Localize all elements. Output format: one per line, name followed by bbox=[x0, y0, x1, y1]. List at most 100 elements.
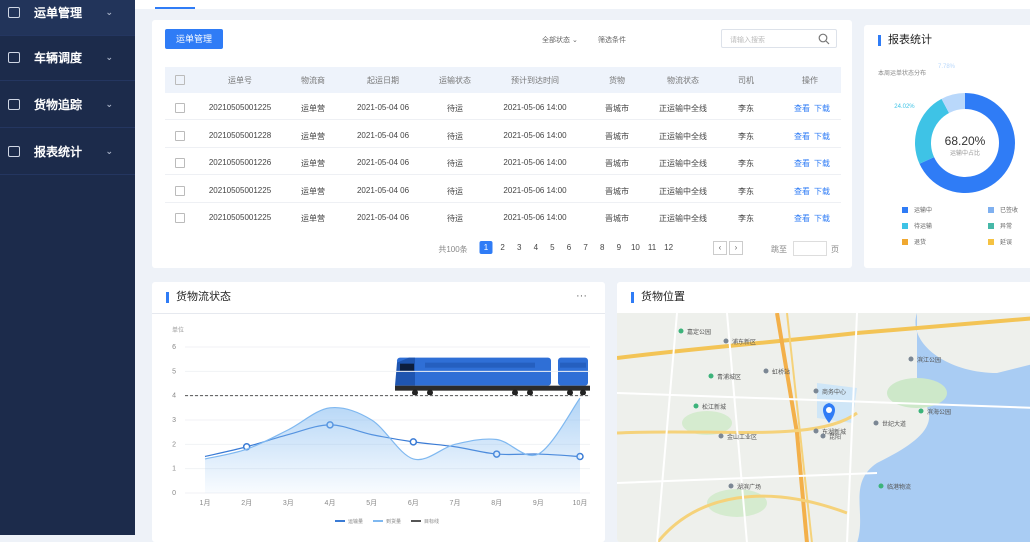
page-button[interactable]: 6 bbox=[566, 243, 572, 252]
menu-arrow: ⌄ bbox=[105, 146, 113, 156]
action-link[interactable]: 查看 bbox=[794, 214, 810, 223]
table-cell: 2021-05-06 14:00 bbox=[503, 158, 567, 167]
row-divider bbox=[165, 174, 841, 175]
place-label: 虹桥站 bbox=[772, 368, 790, 376]
column-header: 预计到达时间 bbox=[511, 76, 559, 85]
menu-item[interactable]: 货物追踪 ⌄ bbox=[0, 82, 135, 128]
place-label: 商务中心 bbox=[822, 388, 846, 396]
card-title: 货物流状态 bbox=[166, 292, 231, 303]
table-cell: 晋城市 bbox=[605, 186, 629, 196]
action-link[interactable]: 下载 bbox=[814, 186, 830, 196]
checkbox[interactable] bbox=[175, 158, 185, 168]
donut-center-value: 68.20% bbox=[945, 134, 986, 148]
legend-label: 待运输 bbox=[914, 222, 932, 230]
checkbox[interactable] bbox=[175, 103, 185, 113]
menu-icon bbox=[8, 7, 20, 18]
menu-item[interactable]: 车辆调度 ⌄ bbox=[0, 35, 135, 81]
menu-arrow: ⌄ bbox=[105, 52, 113, 62]
poi-dot bbox=[813, 388, 819, 394]
report-card: 报表统计 本周运单状态分布 24.02% 7.78% 68.20% 运输中占比 运输中 已… bbox=[864, 25, 1030, 268]
table-cell: 2021-05-06 14:00 bbox=[503, 103, 567, 112]
filter-condition[interactable]: 筛选条件 bbox=[598, 37, 626, 44]
line-card: 货物流状态 ··· bbox=[152, 282, 605, 542]
legend-swatch bbox=[988, 223, 994, 229]
table-cell: 20210505001225 bbox=[208, 103, 272, 112]
action-link[interactable]: 查看 bbox=[794, 131, 810, 141]
menu-label: 报表统计 bbox=[34, 145, 83, 159]
action-link[interactable]: 下载 bbox=[814, 131, 830, 141]
action-link[interactable]: 下载 bbox=[814, 104, 830, 113]
page-button[interactable]: 5 bbox=[550, 243, 555, 252]
table-cell: 2021-05-06 14:00 bbox=[503, 213, 567, 222]
checkbox[interactable] bbox=[175, 130, 185, 141]
table-cell: 2021-05-06 14:00 bbox=[503, 185, 567, 195]
legend-swatch bbox=[902, 207, 908, 213]
table-cell: 待运 bbox=[447, 186, 463, 196]
table-cell: 2021-05-04 06 bbox=[356, 103, 410, 112]
goto-unit: 页 bbox=[831, 245, 839, 254]
primary-button[interactable]: 运单管理 bbox=[165, 29, 223, 49]
checkbox[interactable] bbox=[175, 75, 185, 85]
menu-icon bbox=[8, 52, 20, 63]
checkbox[interactable] bbox=[175, 185, 185, 196]
table-cell: 运单营 bbox=[301, 186, 325, 196]
page-button[interactable]: 4 bbox=[533, 243, 539, 252]
table-cell: 待运 bbox=[447, 214, 463, 223]
column-header: 运输状态 bbox=[439, 76, 471, 85]
page-button[interactable]: 3 bbox=[516, 243, 522, 252]
page-button[interactable]: 8 bbox=[599, 243, 605, 252]
page-button[interactable]: 12 bbox=[664, 243, 674, 252]
table-cell: 李东 bbox=[738, 186, 754, 196]
donut-value-label: 24.02% bbox=[894, 104, 915, 110]
table-cell: 2021-05-04 06 bbox=[356, 213, 410, 222]
location-pin[interactable] bbox=[823, 403, 835, 423]
more-menu[interactable]: ··· bbox=[576, 290, 587, 302]
goto-input[interactable] bbox=[793, 241, 827, 256]
menu-icon bbox=[8, 99, 20, 110]
legend-label: 延误 bbox=[1000, 238, 1012, 246]
action-link[interactable]: 查看 bbox=[794, 104, 810, 113]
table-cell: 2021-05-06 14:00 bbox=[503, 130, 567, 140]
sidebar: 运单管理 ⌄ 车辆调度 ⌄ 货物追踪 ⌄ 报表统计 ⌄ bbox=[0, 0, 135, 535]
action-link[interactable]: 下载 bbox=[814, 214, 830, 223]
page-button[interactable]: 2 bbox=[500, 243, 505, 252]
action-link[interactable]: 查看 bbox=[794, 159, 810, 168]
menu-item[interactable]: 运单管理 ⌄ bbox=[0, 0, 135, 36]
menu-item[interactable]: 报表统计 ⌄ bbox=[0, 129, 135, 175]
page-arrow[interactable]: ‹ bbox=[713, 241, 727, 255]
search-box[interactable]: 请输入搜索 bbox=[721, 29, 837, 48]
menu-label: 货物追踪 bbox=[34, 98, 83, 112]
poi-dot bbox=[678, 328, 684, 334]
filter-status[interactable]: 全部状态 ⌄ bbox=[542, 37, 578, 44]
legend-label: 运输中 bbox=[914, 206, 932, 214]
page-button[interactable]: 10 bbox=[630, 243, 640, 252]
map-card: 货物位置 嘉定公园 浦东新区 滨江公园 青浦城区 虹桥站 商务中心 松江新城 金山工业区 东湖新… bbox=[617, 282, 1030, 542]
poi-dot bbox=[820, 433, 826, 439]
table-cell: 李东 bbox=[738, 104, 754, 113]
table-cell: 待运 bbox=[447, 159, 463, 168]
page-button[interactable]: 11 bbox=[647, 243, 657, 252]
table-card: 运单管理 全部状态 ⌄ 筛选条件 请输入搜索 运单号 物流商 起运日期 运输状态 预计到… bbox=[152, 20, 852, 268]
table-cell: 20210505001228 bbox=[208, 130, 272, 140]
page-button[interactable]: 9 bbox=[616, 243, 622, 252]
column-header: 物流状态 bbox=[667, 76, 699, 85]
card-title: 报表统计 bbox=[878, 35, 932, 46]
goto-label: 跳至 bbox=[771, 245, 787, 254]
menu-arrow: ⌄ bbox=[105, 7, 113, 17]
column-header: 操作 bbox=[802, 76, 818, 85]
column-header: 司机 bbox=[738, 76, 754, 85]
place-label: 滨江公园 bbox=[917, 356, 941, 364]
page-arrow[interactable]: › bbox=[729, 241, 743, 255]
table-cell: 晋城市 bbox=[605, 159, 629, 168]
page-button[interactable]: 1 bbox=[479, 241, 493, 254]
checkbox[interactable] bbox=[175, 213, 185, 223]
row-divider bbox=[165, 119, 841, 120]
table-cell: 运单营 bbox=[301, 131, 325, 141]
page-button[interactable]: 7 bbox=[583, 243, 588, 252]
action-link[interactable]: 查看 bbox=[794, 186, 810, 196]
action-link[interactable]: 下载 bbox=[814, 159, 830, 168]
column-header: 运单号 bbox=[228, 76, 252, 85]
legend-swatch bbox=[902, 223, 908, 229]
table-cell: 2021-05-04 06 bbox=[356, 130, 410, 140]
